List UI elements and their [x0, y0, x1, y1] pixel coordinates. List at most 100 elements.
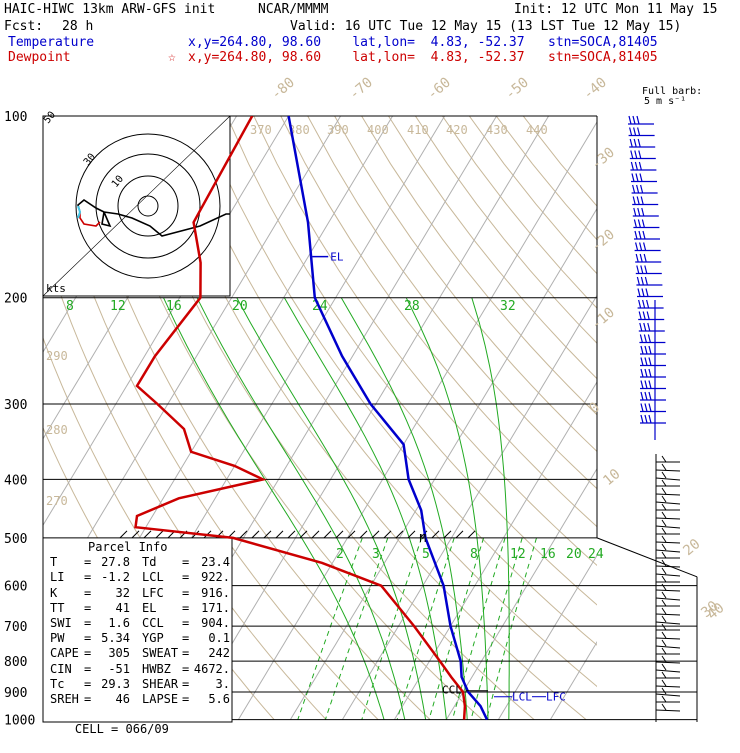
wind-barb-flag: [636, 254, 638, 262]
wind-barb-flag: [645, 346, 647, 354]
dry-adiabat-line: [254, 116, 740, 720]
wind-barb-flag: [639, 231, 641, 239]
wind-barb-flag: [640, 243, 642, 251]
wind-barb: [656, 686, 680, 687]
wind-barb-flag: [662, 472, 666, 478]
wind-barb-flag: [642, 289, 644, 297]
wind-barb-flag: [645, 404, 647, 412]
wind-barb-flag: [641, 197, 643, 205]
parcel-value: -1.2: [90, 570, 130, 585]
wind-barb-flag: [644, 335, 646, 343]
hatch-mark: [324, 531, 331, 538]
wind-barb-flag: [639, 162, 641, 170]
mixing-ratio-label: 20: [232, 299, 248, 314]
pressure-label: 700: [4, 620, 27, 635]
pressure-label: 800: [4, 655, 27, 670]
wind-barb-flag: [641, 392, 643, 400]
wind-barb-flag: [634, 139, 636, 147]
wind-barb-flag: [662, 520, 666, 526]
isotherm-label: 10: [600, 466, 623, 489]
isotherm-label: -50: [502, 75, 532, 104]
wind-barb-flag: [649, 404, 651, 412]
wind-barb-flag: [662, 456, 666, 462]
wind-barb-flag: [641, 415, 643, 423]
mixing-ratio-label: 24: [588, 547, 604, 562]
isotherm-label: -60: [424, 75, 454, 104]
wind-barb-flag: [644, 323, 646, 331]
wind-barb-flag: [662, 512, 666, 518]
wind-barb-flag: [637, 197, 639, 205]
wind-barb-flag: [645, 369, 647, 377]
wind-barb-flag: [662, 592, 666, 598]
wind-barb-flag: [645, 392, 647, 400]
theta-label: 410: [407, 123, 429, 137]
wind-barb-flag: [641, 404, 643, 412]
mixing-ratio-label: 12: [110, 299, 126, 314]
wind-barb-flag: [662, 632, 666, 638]
wind-barb-flag: [639, 300, 641, 308]
hatch-mark: [252, 531, 259, 538]
parcel-value: 23.4: [186, 555, 230, 570]
wind-barb-flag: [638, 139, 640, 147]
dry-adiabat-line: [469, 116, 740, 720]
isotherm-label: 20: [680, 536, 703, 559]
parcel-value: 5.6: [186, 692, 230, 707]
wind-barb-flag: [638, 208, 640, 216]
wind-barb: [656, 670, 680, 672]
wind-barb-flag: [638, 128, 640, 136]
wind-barb-flag: [637, 116, 639, 124]
wind-barb-flag: [662, 544, 666, 550]
pressure-label: 100: [4, 110, 27, 125]
mixing-ratio-label: 32: [500, 299, 516, 314]
wind-barb-flag: [662, 680, 666, 686]
dry-adiabat-line: [200, 116, 690, 720]
isotherm-label: -40: [580, 75, 610, 104]
parcel-value: 27.8: [90, 555, 130, 570]
parcel-value: -51: [90, 662, 130, 677]
moist-adiabat-line: [237, 298, 426, 720]
isotherm-label: -20: [588, 227, 618, 256]
parcel-value: 916.: [186, 586, 230, 601]
wind-barb-flag: [639, 151, 641, 159]
wind-barb-flag: [636, 174, 638, 182]
parcel-value: 5.34: [90, 631, 130, 646]
theta-label: 370: [250, 123, 272, 137]
hodograph-units: kts: [46, 282, 66, 295]
wind-barb-flag: [662, 608, 666, 614]
hatch-mark: [456, 531, 463, 538]
wind-barb-flag: [637, 277, 639, 285]
wind-barb-flag: [637, 266, 639, 274]
isotherm-line: [602, 116, 740, 720]
wind-barb: [656, 494, 680, 495]
pressure-label: 500: [4, 532, 27, 547]
wind-barb-flag: [662, 696, 666, 702]
parcel-value: 305: [90, 646, 130, 661]
wind-barb: [656, 502, 680, 504]
hatch-mark: [336, 531, 343, 538]
wind-barb: [656, 646, 680, 648]
mixing-ratio-label: 3: [372, 547, 380, 562]
wind-barb-flag: [662, 480, 666, 486]
wind-barb-flag: [633, 197, 635, 205]
dry-adiabat-line: [389, 116, 740, 720]
wind-barbs: [628, 116, 680, 722]
hatch-mark: [444, 531, 451, 538]
theta-label: 280: [46, 423, 68, 437]
hatch-mark: [372, 531, 379, 538]
wind-barb: [656, 662, 680, 663]
parcel-value: 1.6: [90, 616, 130, 631]
wind-barb-flag: [641, 369, 643, 377]
wind-barb-flag: [662, 504, 666, 510]
hatch-mark: [288, 531, 295, 538]
hatch-mark: [408, 531, 415, 538]
hatch-mark: [300, 531, 307, 538]
wind-barb-flag: [647, 300, 649, 308]
wind-barb-flag: [647, 312, 649, 320]
wind-barb-flag: [634, 208, 636, 216]
